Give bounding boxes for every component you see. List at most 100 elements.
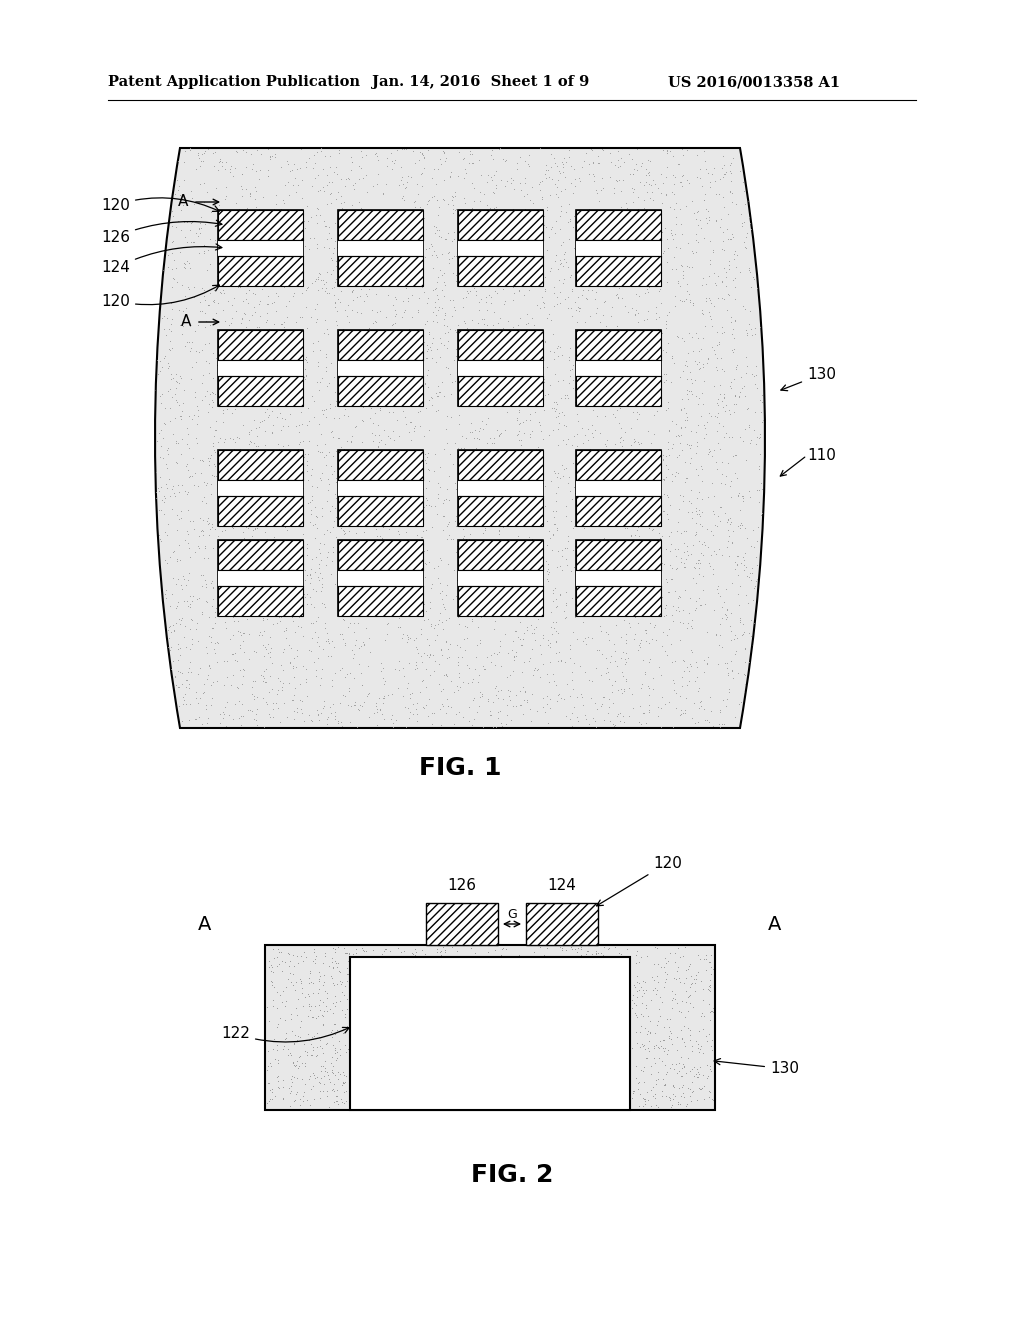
Point bbox=[424, 235, 440, 256]
Point bbox=[329, 236, 345, 257]
Point bbox=[460, 282, 476, 304]
Point bbox=[245, 438, 261, 459]
Point bbox=[427, 216, 443, 238]
Point bbox=[390, 513, 407, 535]
Point bbox=[340, 480, 356, 502]
Point bbox=[532, 1011, 549, 1032]
Point bbox=[420, 609, 436, 630]
Point bbox=[269, 680, 286, 701]
Point bbox=[749, 606, 765, 627]
Point bbox=[485, 642, 502, 663]
Point bbox=[627, 321, 643, 342]
Point bbox=[534, 1003, 550, 1024]
Point bbox=[725, 520, 741, 541]
Point bbox=[595, 1069, 611, 1090]
Point bbox=[438, 702, 455, 723]
Point bbox=[234, 308, 251, 329]
Point bbox=[276, 215, 293, 236]
Point bbox=[247, 271, 263, 292]
Point bbox=[555, 954, 571, 975]
Point bbox=[287, 466, 303, 487]
Point bbox=[573, 478, 590, 499]
Point bbox=[296, 1081, 312, 1102]
Point bbox=[167, 183, 183, 205]
Point bbox=[686, 557, 702, 578]
Point bbox=[642, 531, 658, 552]
Point bbox=[410, 978, 426, 999]
Point bbox=[672, 1094, 688, 1115]
Point bbox=[463, 363, 479, 384]
Point bbox=[484, 1084, 501, 1105]
Point bbox=[372, 700, 388, 721]
Point bbox=[744, 640, 761, 661]
Point bbox=[251, 540, 267, 561]
Point bbox=[688, 242, 705, 263]
Point bbox=[242, 421, 258, 442]
Point bbox=[437, 275, 454, 296]
Point bbox=[613, 389, 630, 411]
Point bbox=[153, 393, 169, 414]
Point bbox=[418, 238, 434, 259]
Point bbox=[521, 424, 538, 445]
Point bbox=[248, 704, 264, 725]
Point bbox=[287, 1024, 303, 1045]
Point bbox=[553, 953, 569, 974]
Point bbox=[502, 946, 518, 968]
Point bbox=[497, 290, 513, 312]
Point bbox=[690, 1067, 707, 1088]
Point bbox=[543, 1034, 559, 1055]
Point bbox=[546, 981, 562, 1002]
Point bbox=[594, 1084, 610, 1105]
Point bbox=[475, 418, 492, 440]
Point bbox=[301, 973, 317, 994]
Point bbox=[187, 709, 204, 730]
Point bbox=[662, 1088, 678, 1109]
Point bbox=[605, 1094, 622, 1115]
Point bbox=[177, 669, 194, 690]
Point bbox=[276, 272, 293, 293]
Point bbox=[334, 507, 350, 528]
Point bbox=[699, 347, 716, 368]
Point bbox=[646, 1036, 663, 1057]
Point bbox=[570, 301, 587, 322]
Point bbox=[330, 599, 346, 620]
Point bbox=[679, 958, 695, 979]
Point bbox=[404, 395, 421, 416]
Point bbox=[755, 290, 771, 312]
Point bbox=[469, 635, 485, 656]
Point bbox=[258, 693, 274, 714]
Point bbox=[710, 288, 726, 309]
Point bbox=[466, 1085, 482, 1106]
Point bbox=[532, 966, 549, 987]
Point bbox=[290, 1026, 306, 1047]
Point bbox=[688, 323, 705, 345]
Point bbox=[237, 498, 253, 519]
Point bbox=[524, 193, 541, 214]
Point bbox=[616, 541, 633, 562]
Point bbox=[465, 206, 481, 227]
Point bbox=[378, 949, 394, 970]
Point bbox=[741, 714, 758, 735]
Point bbox=[570, 376, 587, 397]
Point bbox=[330, 504, 346, 525]
Point bbox=[308, 141, 325, 162]
Point bbox=[158, 454, 174, 475]
Point bbox=[369, 1031, 385, 1052]
Point bbox=[299, 461, 315, 482]
Point bbox=[395, 998, 412, 1019]
Point bbox=[590, 1007, 606, 1028]
Point bbox=[485, 692, 502, 713]
Point bbox=[549, 467, 565, 488]
Point bbox=[318, 1061, 335, 1082]
Point bbox=[609, 706, 626, 727]
Point bbox=[323, 264, 339, 285]
Point bbox=[623, 585, 639, 606]
Point bbox=[479, 194, 496, 215]
Point bbox=[527, 366, 544, 387]
Point bbox=[664, 224, 680, 246]
Point bbox=[532, 1061, 549, 1082]
Point bbox=[633, 1005, 649, 1026]
Point bbox=[190, 144, 207, 165]
Point bbox=[618, 1051, 635, 1072]
Point bbox=[254, 279, 270, 300]
